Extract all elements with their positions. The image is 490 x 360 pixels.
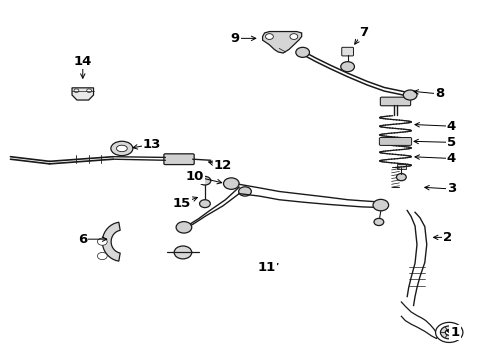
Text: 4: 4 xyxy=(446,120,456,133)
Ellipse shape xyxy=(111,141,133,156)
Circle shape xyxy=(98,252,107,260)
Circle shape xyxy=(176,222,192,233)
Circle shape xyxy=(98,238,107,245)
Circle shape xyxy=(239,187,251,196)
Circle shape xyxy=(87,89,92,93)
Circle shape xyxy=(396,174,406,181)
Text: 14: 14 xyxy=(74,55,92,68)
Polygon shape xyxy=(72,88,94,100)
Circle shape xyxy=(403,90,417,100)
Circle shape xyxy=(373,199,389,211)
Text: 15: 15 xyxy=(172,197,191,210)
Circle shape xyxy=(199,200,210,208)
FancyBboxPatch shape xyxy=(379,138,412,145)
Text: 13: 13 xyxy=(143,138,161,150)
Circle shape xyxy=(266,34,273,40)
Circle shape xyxy=(199,176,211,185)
Text: 2: 2 xyxy=(443,231,452,244)
Circle shape xyxy=(290,34,298,40)
Text: 5: 5 xyxy=(446,136,456,149)
Text: 4: 4 xyxy=(446,152,456,165)
Circle shape xyxy=(223,178,239,189)
Text: 8: 8 xyxy=(435,87,444,100)
Polygon shape xyxy=(102,222,120,261)
Ellipse shape xyxy=(117,145,127,152)
Circle shape xyxy=(174,246,192,259)
Circle shape xyxy=(445,329,453,335)
Text: 7: 7 xyxy=(359,26,368,39)
Text: 1: 1 xyxy=(450,326,460,339)
Circle shape xyxy=(74,89,79,93)
Text: 10: 10 xyxy=(186,170,204,183)
FancyBboxPatch shape xyxy=(397,163,406,168)
Text: 9: 9 xyxy=(231,32,240,45)
Circle shape xyxy=(374,219,384,226)
Circle shape xyxy=(441,326,458,339)
Text: 3: 3 xyxy=(446,183,456,195)
FancyBboxPatch shape xyxy=(380,97,411,106)
Polygon shape xyxy=(263,32,302,53)
FancyBboxPatch shape xyxy=(164,154,194,165)
Circle shape xyxy=(436,322,463,342)
Text: 11: 11 xyxy=(258,261,276,274)
Circle shape xyxy=(341,62,354,72)
FancyBboxPatch shape xyxy=(342,47,353,56)
Text: 6: 6 xyxy=(78,233,87,246)
Circle shape xyxy=(296,47,310,57)
Text: 12: 12 xyxy=(214,159,232,172)
